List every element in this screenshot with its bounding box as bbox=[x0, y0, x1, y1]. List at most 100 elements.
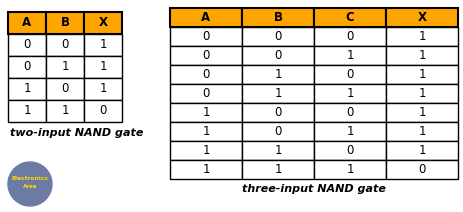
Text: X: X bbox=[98, 17, 107, 29]
Text: 1: 1 bbox=[61, 105, 69, 117]
Text: 1: 1 bbox=[99, 60, 106, 74]
Bar bbox=[385, 46, 457, 65]
Bar bbox=[169, 103, 242, 122]
Text: 1: 1 bbox=[417, 125, 425, 138]
Text: 0: 0 bbox=[345, 144, 353, 157]
Text: 1: 1 bbox=[202, 144, 209, 157]
Text: 1: 1 bbox=[345, 125, 353, 138]
Bar bbox=[46, 12, 84, 34]
Text: 0: 0 bbox=[274, 30, 281, 43]
Bar bbox=[46, 78, 84, 100]
Bar bbox=[242, 65, 313, 84]
Bar bbox=[46, 100, 84, 122]
Text: Electronics: Electronics bbox=[12, 177, 48, 181]
Bar bbox=[242, 103, 313, 122]
Text: 0: 0 bbox=[23, 39, 31, 52]
Text: 0: 0 bbox=[99, 105, 106, 117]
Text: two-input NAND gate: two-input NAND gate bbox=[10, 128, 143, 138]
Bar bbox=[8, 100, 46, 122]
Text: 1: 1 bbox=[23, 105, 31, 117]
Bar bbox=[8, 12, 46, 34]
Bar bbox=[313, 103, 385, 122]
Text: B: B bbox=[60, 17, 69, 29]
Bar bbox=[242, 141, 313, 160]
Bar bbox=[84, 12, 122, 34]
Bar bbox=[313, 65, 385, 84]
Bar bbox=[242, 122, 313, 141]
Bar bbox=[169, 160, 242, 179]
Text: 1: 1 bbox=[61, 60, 69, 74]
Bar bbox=[84, 34, 122, 56]
Text: 1: 1 bbox=[99, 39, 106, 52]
Bar bbox=[313, 122, 385, 141]
Text: 0: 0 bbox=[202, 30, 209, 43]
Bar bbox=[169, 46, 242, 65]
Bar bbox=[313, 27, 385, 46]
Text: 1: 1 bbox=[99, 82, 106, 95]
Text: 1: 1 bbox=[417, 49, 425, 62]
Text: 1: 1 bbox=[345, 163, 353, 176]
Bar bbox=[8, 34, 46, 56]
Text: 1: 1 bbox=[202, 125, 209, 138]
Text: 1: 1 bbox=[417, 144, 425, 157]
Text: 1: 1 bbox=[417, 106, 425, 119]
Text: 0: 0 bbox=[61, 39, 69, 52]
Bar bbox=[169, 65, 242, 84]
Text: 1: 1 bbox=[23, 82, 31, 95]
Text: 1: 1 bbox=[274, 144, 281, 157]
Text: 1: 1 bbox=[345, 49, 353, 62]
Text: B: B bbox=[273, 11, 282, 24]
Text: 0: 0 bbox=[418, 163, 425, 176]
Bar bbox=[8, 78, 46, 100]
Text: 1: 1 bbox=[274, 68, 281, 81]
Bar bbox=[242, 27, 313, 46]
Bar bbox=[385, 8, 457, 27]
Text: 0: 0 bbox=[345, 68, 353, 81]
Text: 0: 0 bbox=[345, 30, 353, 43]
Bar bbox=[385, 27, 457, 46]
Bar bbox=[313, 8, 385, 27]
Bar bbox=[385, 84, 457, 103]
Bar bbox=[46, 34, 84, 56]
Text: C: C bbox=[345, 11, 354, 24]
Text: 1: 1 bbox=[417, 30, 425, 43]
Text: 0: 0 bbox=[202, 49, 209, 62]
Text: 0: 0 bbox=[274, 49, 281, 62]
Text: 0: 0 bbox=[202, 68, 209, 81]
Text: 1: 1 bbox=[345, 87, 353, 100]
Text: Area: Area bbox=[23, 184, 37, 190]
Bar bbox=[8, 56, 46, 78]
Bar bbox=[385, 122, 457, 141]
Bar bbox=[385, 141, 457, 160]
Text: 1: 1 bbox=[417, 87, 425, 100]
Text: three-input NAND gate: three-input NAND gate bbox=[242, 184, 385, 194]
Circle shape bbox=[8, 162, 52, 206]
Text: 0: 0 bbox=[274, 125, 281, 138]
Bar bbox=[385, 103, 457, 122]
Bar bbox=[84, 100, 122, 122]
Bar bbox=[242, 160, 313, 179]
Text: 1: 1 bbox=[202, 163, 209, 176]
Text: 0: 0 bbox=[202, 87, 209, 100]
Bar bbox=[169, 141, 242, 160]
Bar bbox=[84, 78, 122, 100]
Bar bbox=[385, 65, 457, 84]
Bar bbox=[84, 56, 122, 78]
Text: 0: 0 bbox=[345, 106, 353, 119]
Text: 0: 0 bbox=[23, 60, 31, 74]
Text: 1: 1 bbox=[202, 106, 209, 119]
Text: 0: 0 bbox=[274, 106, 281, 119]
Text: 0: 0 bbox=[61, 82, 69, 95]
Text: 1: 1 bbox=[417, 68, 425, 81]
Bar bbox=[242, 46, 313, 65]
Bar bbox=[242, 84, 313, 103]
Text: A: A bbox=[22, 17, 31, 29]
Text: 1: 1 bbox=[274, 163, 281, 176]
Bar bbox=[242, 8, 313, 27]
Text: 1: 1 bbox=[274, 87, 281, 100]
Text: X: X bbox=[417, 11, 425, 24]
Bar bbox=[385, 160, 457, 179]
Bar bbox=[169, 84, 242, 103]
Bar bbox=[46, 56, 84, 78]
Bar bbox=[313, 160, 385, 179]
